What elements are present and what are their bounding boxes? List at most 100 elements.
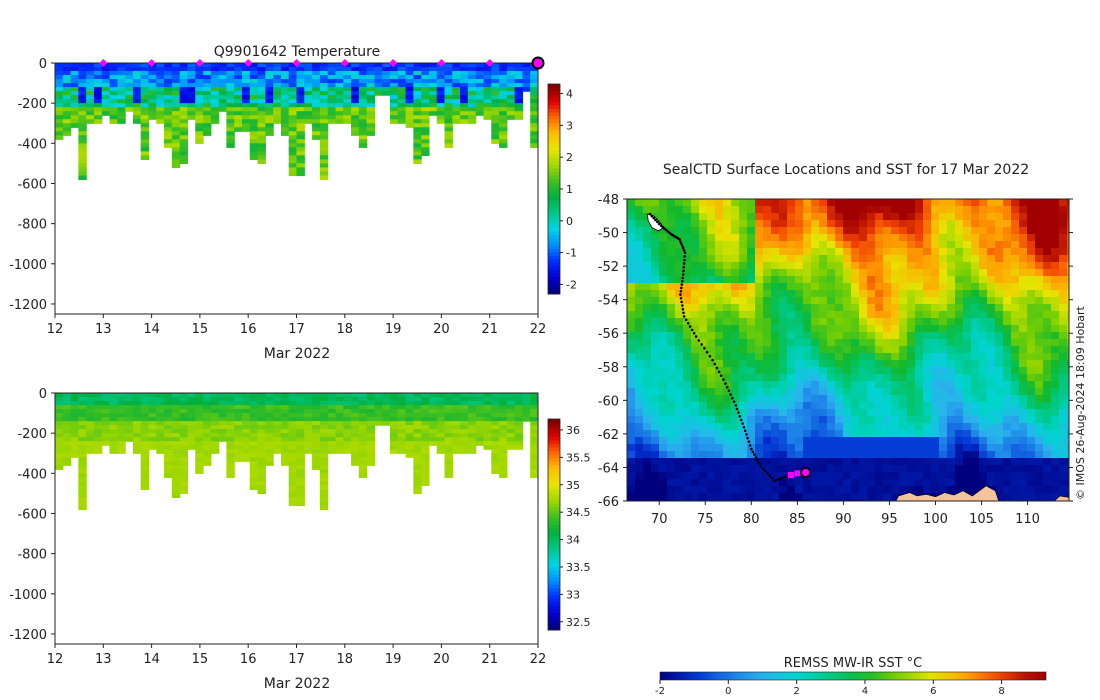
sst-pixel [755, 409, 764, 417]
profile-cell [312, 413, 321, 418]
sst-pixel [699, 206, 708, 214]
profile-cell [171, 433, 181, 438]
sst-pixel [1035, 255, 1044, 263]
sst-pixel [747, 325, 756, 333]
profile-cell [171, 135, 181, 140]
profile-cell [397, 95, 407, 100]
sst-pixel [1059, 297, 1068, 305]
profile-cell [179, 453, 189, 458]
sst-pixel [707, 339, 716, 347]
profile-cell [62, 83, 72, 88]
profile-cell [78, 171, 87, 177]
profile-cell [93, 401, 103, 406]
profile-cell [203, 99, 212, 104]
sst-pixel [955, 199, 964, 207]
sst-pixel [931, 430, 940, 438]
sst-pixel [811, 423, 820, 431]
sst-pixel [1027, 472, 1036, 480]
x-tick-label: 17 [288, 322, 305, 337]
sst-pixel [875, 367, 884, 375]
profile-cell [358, 135, 368, 140]
sst-pixel [755, 297, 764, 305]
sst-pixel [1003, 479, 1012, 487]
profile-cell [452, 107, 461, 112]
profile-cell [78, 433, 87, 438]
profile-cell [389, 437, 399, 442]
profile-cell [530, 75, 538, 80]
profile-cell [241, 445, 251, 450]
sst-pixel [851, 318, 860, 326]
profile-cell [312, 457, 321, 462]
sst-pixel [947, 290, 956, 298]
sst-pixel [835, 276, 844, 284]
profile-cell [428, 433, 438, 438]
colorbar-swatch [548, 178, 560, 183]
profile-cell [413, 111, 422, 116]
profile-cell [265, 433, 274, 438]
sst-pixel [923, 486, 932, 494]
profile-cell [296, 433, 305, 438]
sst-pixel [763, 241, 772, 249]
sst-pixel [803, 248, 812, 256]
profile-cell [483, 91, 492, 96]
sst-pixel [1011, 430, 1020, 438]
sst-pixel [755, 402, 764, 410]
profile-cell [312, 103, 321, 108]
profile-cell [499, 123, 508, 128]
sst-pixel [1011, 269, 1020, 277]
profile-column [413, 63, 422, 164]
profile-cell [444, 461, 453, 466]
profile-cell [319, 171, 329, 177]
profile-column [257, 63, 266, 164]
profile-cell [203, 115, 212, 120]
profile-cell [132, 429, 142, 434]
profile-cell [273, 409, 282, 414]
sst-pixel [779, 458, 788, 466]
sst-pixel [995, 437, 1004, 445]
profile-cell [140, 437, 150, 442]
sst-pixel [859, 269, 868, 277]
sst-pixel [1035, 465, 1044, 473]
profile-cell [514, 67, 524, 72]
profile-cell [475, 95, 485, 100]
profile-cell [499, 469, 508, 474]
profile-cell [234, 91, 243, 96]
profile-cell [304, 401, 313, 406]
profile-cell [187, 103, 196, 108]
profile-cell [444, 67, 453, 72]
profile-cell [452, 103, 461, 108]
profile-cell [483, 99, 492, 104]
profile-cell [249, 413, 259, 418]
profile-cell [366, 417, 375, 422]
profile-cell [530, 433, 538, 438]
sst-pixel [667, 269, 676, 277]
sst-pixel [635, 339, 644, 347]
sst-pixel [731, 472, 740, 480]
sst-pixel [899, 458, 908, 466]
sst-pixel [947, 332, 956, 340]
profile-cell [319, 99, 329, 104]
sst-pixel [715, 360, 724, 368]
sst-pixel [643, 346, 652, 354]
profile-cell [203, 433, 212, 438]
y-tick-label: -600 [17, 177, 47, 192]
profile-cell [195, 95, 204, 100]
sst-pixel [931, 465, 940, 473]
colorbar-swatch [548, 478, 560, 483]
sst-pixel [691, 241, 700, 249]
profile-cell [164, 119, 173, 124]
sst-pixel [1067, 199, 1069, 207]
sst-pixel [795, 304, 804, 312]
sst-pixel [795, 381, 804, 389]
profile-cell [265, 87, 274, 92]
x-tick-label: 16 [240, 652, 257, 667]
profile-cell [132, 409, 142, 414]
profile-cell [304, 413, 313, 418]
profile-cell [179, 393, 189, 398]
profile-cell [358, 87, 368, 92]
sst-pixel [915, 311, 924, 319]
profile-cell [499, 99, 508, 104]
sst-pixel [899, 262, 908, 270]
profile-cell [164, 99, 173, 104]
sst-pixel [659, 227, 668, 235]
